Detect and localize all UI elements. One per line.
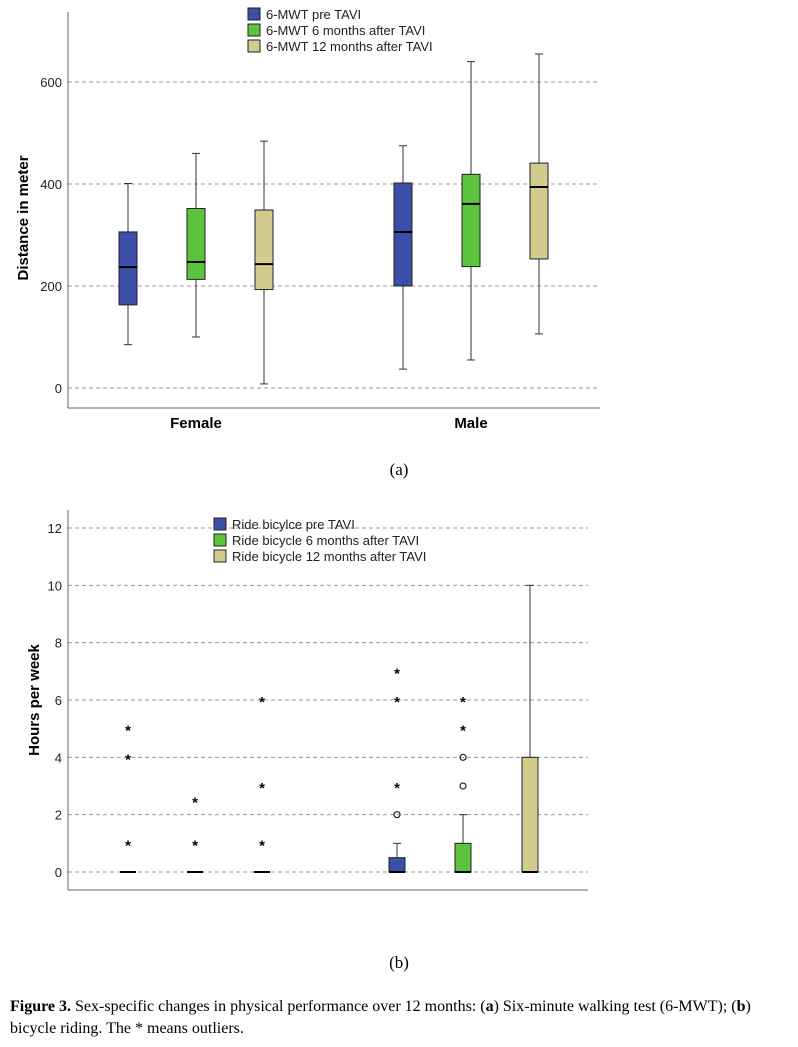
box: [393, 182, 413, 287]
chart-6mwt: 0 200 400 600 Distance in meter Female Male 6-M…: [15, 7, 600, 432]
outlier-star: *: [125, 723, 131, 740]
outlier-star: *: [192, 794, 198, 811]
y-tick-label: 12: [48, 521, 62, 536]
y-tick-label: 0: [55, 865, 62, 880]
panel-label-a: (a): [389, 460, 409, 479]
legend-label: 6-MWT 12 months after TAVI: [266, 39, 433, 54]
legend-swatch: [247, 7, 261, 21]
outlier-star: *: [259, 694, 265, 711]
caption-part-3: ) bicycle riding. The * means outliers.: [10, 998, 751, 1037]
outlier-circle: [393, 811, 401, 819]
box: [254, 209, 274, 291]
outlier-star: *: [460, 694, 466, 711]
legend-label: Ride bicycle 6 months after TAVI: [232, 533, 419, 548]
y-tick-label: 0: [55, 381, 62, 396]
y-tick-label: 400: [40, 177, 62, 192]
outlier-star: *: [125, 751, 131, 768]
box: [529, 162, 549, 260]
y-tick-label: 4: [55, 750, 62, 765]
outlier-star: *: [394, 665, 400, 682]
box: [186, 207, 206, 280]
y-tick-label: 2: [55, 808, 62, 823]
outlier-circle: [459, 753, 467, 761]
y-tick-label: 8: [55, 636, 62, 651]
caption-b: b: [736, 998, 746, 1015]
caption-a: a: [485, 998, 494, 1015]
y-axis-label: Hours per week: [26, 643, 43, 755]
box: [454, 842, 472, 873]
caption-part-1: Sex-specific changes in physical perform…: [71, 998, 486, 1015]
y-tick-label: 200: [40, 279, 62, 294]
legend-swatch: [247, 23, 261, 37]
legend-label: 6-MWT pre TAVI: [266, 7, 361, 22]
outlier-star: *: [259, 780, 265, 797]
legend-label: 6-MWT 6 months after TAVI: [266, 23, 425, 38]
outlier-circle: [459, 782, 467, 790]
category-label: Female: [170, 415, 222, 432]
legend-swatch: [213, 549, 227, 563]
legend-label: Ride bicylce pre TAVI: [232, 517, 355, 532]
figure-caption: Figure 3. Sex-specific changes in physic…: [10, 996, 795, 1040]
legend-swatch: [213, 533, 227, 547]
legend-label: Ride bicycle 12 months after TAVI: [232, 549, 426, 564]
box: [388, 857, 406, 873]
outlier-star: *: [460, 723, 466, 740]
caption-lead: Figure 3.: [10, 998, 72, 1015]
chart-bicycle: 0 2 4 6 8 10 12 Hours per week * * * * * * * * * * * * * Ride…: [26, 510, 588, 891]
box: [118, 231, 138, 306]
panel-label-b: (b): [389, 953, 409, 972]
y-tick-label: 10: [48, 578, 62, 593]
outlier-star: *: [259, 837, 265, 854]
outlier-star: *: [125, 837, 131, 854]
legend-swatch: [247, 39, 261, 53]
outlier-star: *: [394, 694, 400, 711]
legend-swatch: [213, 517, 227, 531]
y-tick-label: 6: [55, 693, 62, 708]
y-tick-label: 600: [40, 75, 62, 90]
y-axis-label: Distance in meter: [15, 155, 32, 280]
outlier-star: *: [192, 837, 198, 854]
box: [521, 756, 539, 873]
box: [461, 173, 481, 268]
category-label: Male: [454, 415, 487, 432]
outlier-star: *: [394, 780, 400, 797]
caption-part-2: ) Six-minute walking test (6-MWT); (: [493, 998, 737, 1015]
